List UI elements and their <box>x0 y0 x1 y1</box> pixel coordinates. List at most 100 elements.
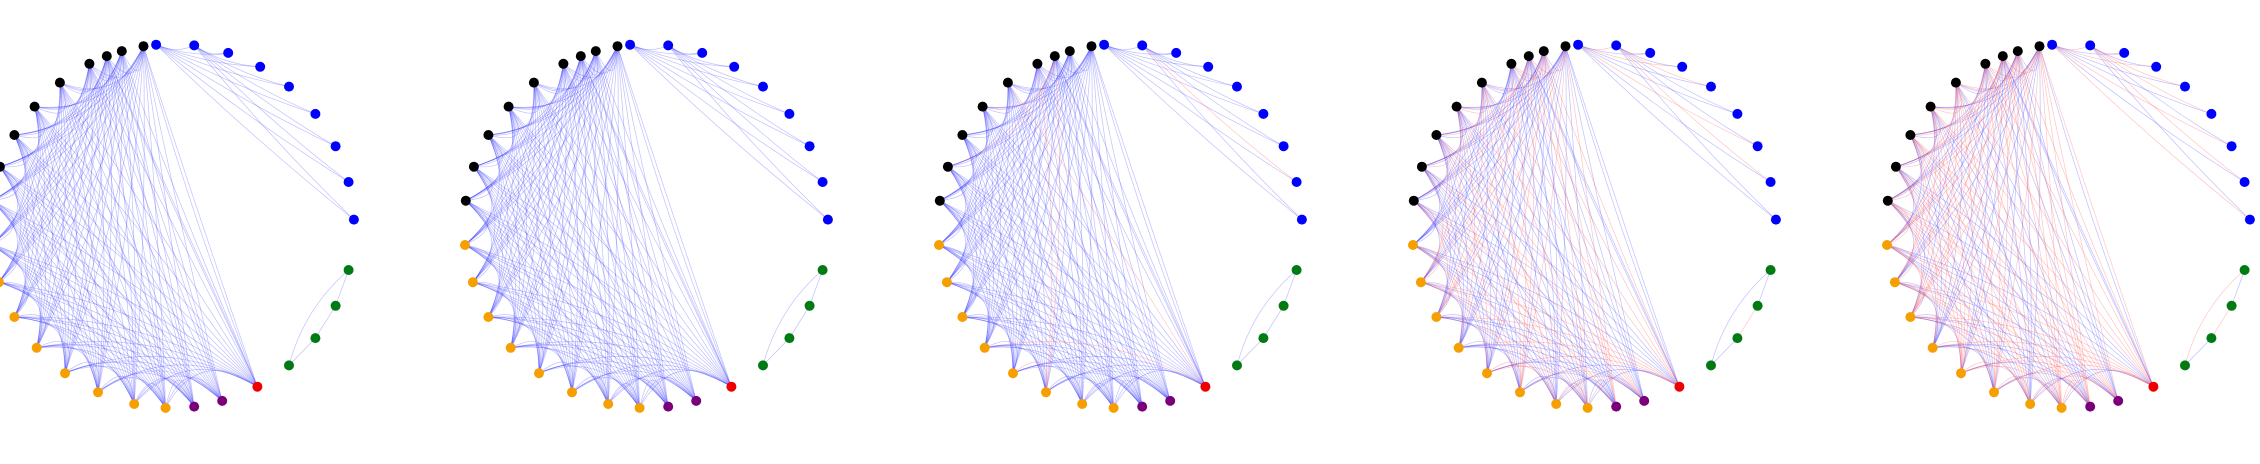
node-blue <box>1765 177 1776 187</box>
edge <box>571 375 609 405</box>
edge <box>947 166 991 348</box>
edge <box>155 44 355 220</box>
edge <box>1910 316 2119 402</box>
edge <box>14 316 67 374</box>
edge <box>1886 200 1911 246</box>
edge <box>2089 45 2245 183</box>
edge <box>488 316 732 387</box>
edge <box>1420 82 1483 283</box>
edge <box>1930 63 1986 110</box>
node-green <box>1291 265 1302 275</box>
edge <box>2029 368 2154 405</box>
edge <box>1413 50 1545 202</box>
edge <box>59 82 166 408</box>
edge <box>1412 244 1440 283</box>
edge <box>1103 44 1303 220</box>
edge <box>1486 46 1566 374</box>
edge <box>2051 44 2245 183</box>
edge <box>1960 360 2119 402</box>
edge <box>946 82 1009 283</box>
edge <box>472 281 640 409</box>
edge <box>1103 44 1264 115</box>
edge <box>472 134 503 283</box>
edge <box>962 63 1038 318</box>
edge <box>473 166 517 348</box>
edge <box>1421 134 1451 168</box>
edge <box>488 316 697 402</box>
edge <box>2051 44 2232 147</box>
edge <box>155 44 349 183</box>
node-green <box>284 360 294 371</box>
edge <box>488 106 519 318</box>
node-black <box>483 130 494 140</box>
edge <box>939 50 1071 202</box>
edge <box>1910 134 2062 409</box>
node-red <box>1200 381 1211 392</box>
edge <box>962 316 1083 405</box>
edge <box>1985 63 2031 405</box>
edge <box>1955 56 2004 92</box>
edge <box>939 200 966 283</box>
node-orange <box>979 342 990 353</box>
edge-layer <box>938 44 1303 409</box>
edge <box>59 56 108 92</box>
edge <box>1081 383 1114 408</box>
edge <box>508 63 564 110</box>
edge <box>464 244 697 402</box>
edge <box>1887 200 1995 393</box>
edge <box>1887 63 1986 202</box>
chord-panel-2 <box>460 39 833 413</box>
edge <box>939 200 1206 387</box>
edge <box>962 106 993 139</box>
node-blue <box>1278 141 1289 152</box>
edge <box>1930 82 1962 114</box>
edge <box>97 370 223 402</box>
edge <box>34 106 70 374</box>
edge <box>1436 316 1489 374</box>
edge <box>962 316 1015 374</box>
edge <box>1103 44 1209 68</box>
edge <box>155 44 229 55</box>
node-orange <box>60 368 70 379</box>
edge <box>14 56 108 318</box>
node-orange <box>941 277 952 288</box>
edge <box>938 244 1206 387</box>
node-purple <box>2085 401 2096 412</box>
edge <box>1420 281 1680 387</box>
edge <box>1932 346 2031 405</box>
edge <box>595 51 610 405</box>
edge <box>1887 200 1922 318</box>
edge <box>64 362 195 407</box>
edge <box>0 208 41 348</box>
node-blue <box>2119 47 2130 58</box>
edge <box>1458 343 1645 402</box>
edge <box>1932 46 2040 348</box>
edge <box>1511 56 1532 82</box>
edge <box>1486 366 1588 409</box>
edge <box>14 106 45 318</box>
node-black <box>460 195 471 206</box>
edge <box>939 82 1009 202</box>
edge <box>1960 362 2091 407</box>
edge <box>488 106 519 139</box>
edge <box>59 82 99 393</box>
edge <box>2051 44 2212 115</box>
edge <box>1421 46 1566 168</box>
edge <box>1587 377 1645 409</box>
edge <box>607 383 640 408</box>
edge <box>1955 82 2031 405</box>
edge <box>465 200 609 405</box>
edge <box>1993 46 2040 393</box>
edge <box>0 82 61 282</box>
edge <box>14 134 135 405</box>
node-blue <box>729 61 740 72</box>
edge <box>473 106 515 168</box>
edge <box>984 343 1171 402</box>
edge <box>1486 362 1617 407</box>
edge <box>538 361 574 393</box>
edge <box>14 134 35 318</box>
edge <box>2061 377 2119 409</box>
edge <box>1436 82 1485 318</box>
edge <box>1421 106 1463 168</box>
node-orange <box>957 312 968 322</box>
